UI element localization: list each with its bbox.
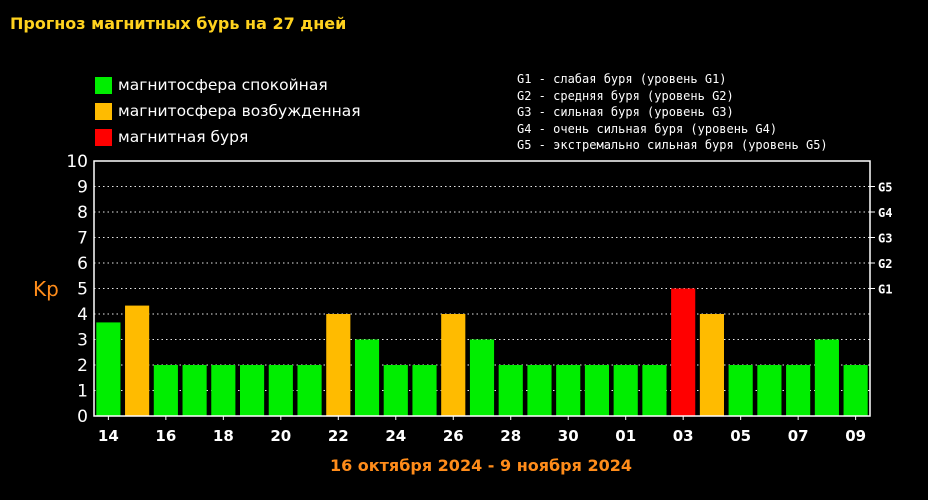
kp-bar xyxy=(354,339,380,416)
kp-bar xyxy=(383,365,408,416)
y-tick-label: 2 xyxy=(77,356,88,376)
x-tick-label: 18 xyxy=(213,427,234,445)
kp-bar xyxy=(584,365,610,416)
x-tick-label: 05 xyxy=(730,427,751,445)
y-tick-label: 9 xyxy=(77,178,88,198)
y-tick-label: 1 xyxy=(77,382,88,402)
kp-bar xyxy=(671,288,696,416)
chart-title: Прогноз магнитных бурь на 27 дней xyxy=(10,14,347,33)
kp-bar xyxy=(96,322,121,416)
glegend-item-g1: G1 - слабая буря (уровень G1) xyxy=(517,72,727,86)
legend-item-excited: магнитосфера возбужденная xyxy=(95,98,361,124)
y-tick-label: 6 xyxy=(77,254,88,274)
legend-swatch-excited xyxy=(95,102,112,120)
kp-bar xyxy=(843,365,868,416)
x-tick-label: 26 xyxy=(443,427,464,445)
kp-bar xyxy=(786,365,811,416)
x-tick-label: 30 xyxy=(558,427,579,445)
y-tick-label: 7 xyxy=(77,229,88,249)
kp-bar xyxy=(556,365,581,416)
x-tick-label: 22 xyxy=(328,427,349,445)
kp-bar xyxy=(441,314,466,416)
kp-bar xyxy=(297,365,322,416)
x-tick-label: 01 xyxy=(615,427,636,445)
glegend-item-g4: G4 - очень сильная буря (уровень G4) xyxy=(517,121,778,136)
kp-bar xyxy=(268,365,293,416)
y-axis-label: Kp xyxy=(33,277,59,301)
glegend-item-g5: G5 - экстремально сильная буря (уровень … xyxy=(517,138,828,152)
activity-legend: магнитосфера спокойная магнитосфера возб… xyxy=(95,72,361,150)
y-tick-label: 10 xyxy=(66,152,88,172)
glegend-item-g2: G2 - средняя буря (уровень G2) xyxy=(517,88,734,103)
legend-label-excited: магнитосфера возбужденная xyxy=(118,102,361,120)
glegend-item-g3: G3 - сильная буря (уровень G3) xyxy=(517,105,734,119)
kp-bar xyxy=(240,365,265,416)
kp-bar xyxy=(326,314,351,416)
date-range-label: 16 октября 2024 - 9 ноября 2024 xyxy=(329,456,633,475)
kp-bar xyxy=(125,305,150,416)
right-axis-g-label: G1 xyxy=(878,283,892,297)
kp-bar xyxy=(211,365,236,416)
kp-bar xyxy=(814,339,839,416)
legend-swatch-calm xyxy=(95,76,112,94)
storm-level-legend: G1 - слабая буря (уровень G1) G2 - средн… xyxy=(517,71,828,154)
kp-bar xyxy=(527,365,552,416)
right-axis-g-label: G3 xyxy=(878,232,892,246)
legend-item-storm: магнитная буря xyxy=(95,124,361,150)
legend-swatch-storm xyxy=(95,128,112,146)
y-tick-label: 5 xyxy=(77,280,88,300)
legend-item-calm: магнитосфера спокойная xyxy=(95,72,361,98)
x-tick-label: 16 xyxy=(155,427,176,445)
right-axis-g-label: G2 xyxy=(878,257,892,271)
x-tick-label: 14 xyxy=(98,427,119,445)
y-tick-label: 0 xyxy=(77,407,88,427)
kp-bar xyxy=(642,365,667,416)
kp-bar xyxy=(498,365,523,416)
y-tick-label: 8 xyxy=(77,203,88,223)
kp-bar xyxy=(699,314,724,416)
kp-bar xyxy=(153,365,178,416)
x-tick-label: 03 xyxy=(673,427,694,445)
x-tick-label: 24 xyxy=(385,427,406,445)
kp-bar xyxy=(412,365,437,416)
kp-bar xyxy=(728,365,753,416)
kp-bar xyxy=(613,365,638,416)
legend-label-storm: магнитная буря xyxy=(118,128,249,146)
y-tick-label: 3 xyxy=(77,331,88,351)
kp-bar xyxy=(469,339,495,416)
right-axis-g-label: G5 xyxy=(878,181,892,195)
legend-label-calm: магнитосфера спокойная xyxy=(118,76,328,94)
kp-bar xyxy=(757,365,782,416)
kp-bar xyxy=(182,365,207,416)
x-tick-label: 20 xyxy=(270,427,291,445)
right-axis-g-label: G4 xyxy=(878,206,892,220)
x-tick-label: 28 xyxy=(500,427,521,445)
x-tick-label: 07 xyxy=(788,427,809,445)
y-tick-label: 4 xyxy=(77,305,88,325)
x-tick-label: 09 xyxy=(845,427,866,445)
